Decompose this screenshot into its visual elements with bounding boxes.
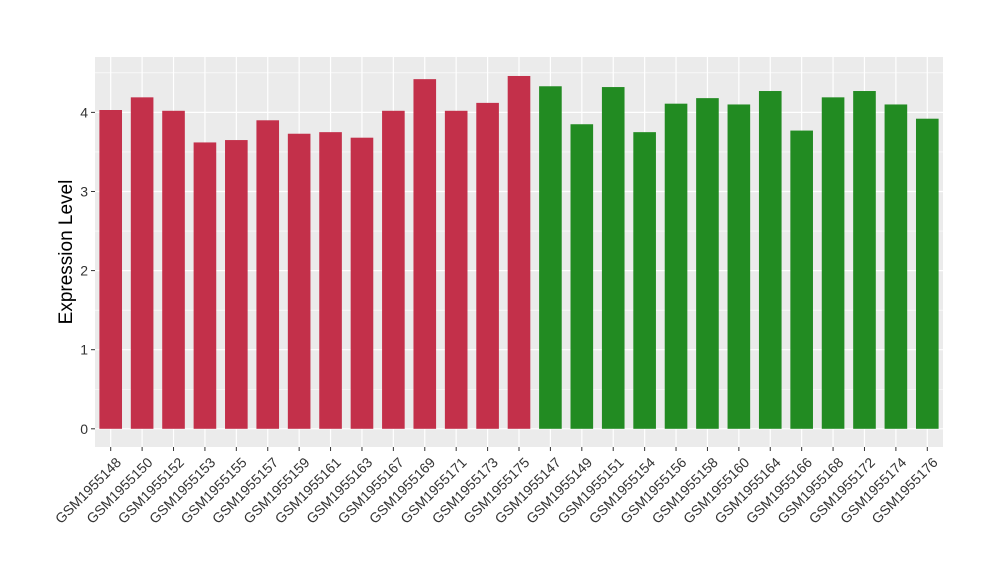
bar-GSM1955147 — [539, 86, 562, 429]
bar-GSM1955173 — [476, 102, 499, 429]
y-axis-title: Expression Level — [56, 180, 77, 325]
bar-GSM1955160 — [727, 104, 751, 429]
bar-GSM1955168 — [821, 97, 845, 429]
bar-GSM1955174 — [884, 104, 908, 429]
bar-GSM1955150 — [130, 97, 154, 429]
bar-GSM1955148 — [99, 110, 123, 429]
bar-GSM1955164 — [758, 91, 782, 429]
bar-GSM1955153 — [193, 142, 217, 429]
bar-GSM1955149 — [570, 124, 594, 429]
bar-GSM1955166 — [790, 130, 813, 429]
bar-GSM1955156 — [664, 103, 688, 429]
y-tick-label: 2 — [80, 263, 88, 279]
bar-GSM1955154 — [633, 132, 656, 429]
bar-GSM1955161 — [319, 132, 342, 429]
bar-GSM1955171 — [444, 110, 468, 429]
bar-GSM1955152 — [162, 110, 185, 429]
y-tick-label: 1 — [80, 342, 88, 358]
y-axis: 0 1 2 3 4 — [80, 104, 95, 437]
y-tick-label: 4 — [80, 104, 88, 120]
y-tick-label: 0 — [80, 421, 88, 437]
bar-GSM1955151 — [601, 87, 625, 429]
bar-GSM1955158 — [696, 98, 719, 429]
bar-GSM1955159 — [287, 133, 311, 429]
bar-GSM1955172 — [853, 91, 876, 429]
bar-GSM1955157 — [256, 120, 280, 429]
bars-group — [99, 75, 939, 429]
bar-GSM1955155 — [225, 140, 248, 429]
bar-GSM1955175 — [507, 75, 531, 429]
bar-GSM1955176 — [915, 118, 939, 429]
bar-GSM1955169 — [413, 79, 437, 429]
y-tick-label: 3 — [80, 183, 88, 199]
bar-GSM1955167 — [382, 110, 405, 429]
bar-GSM1955163 — [350, 137, 374, 429]
